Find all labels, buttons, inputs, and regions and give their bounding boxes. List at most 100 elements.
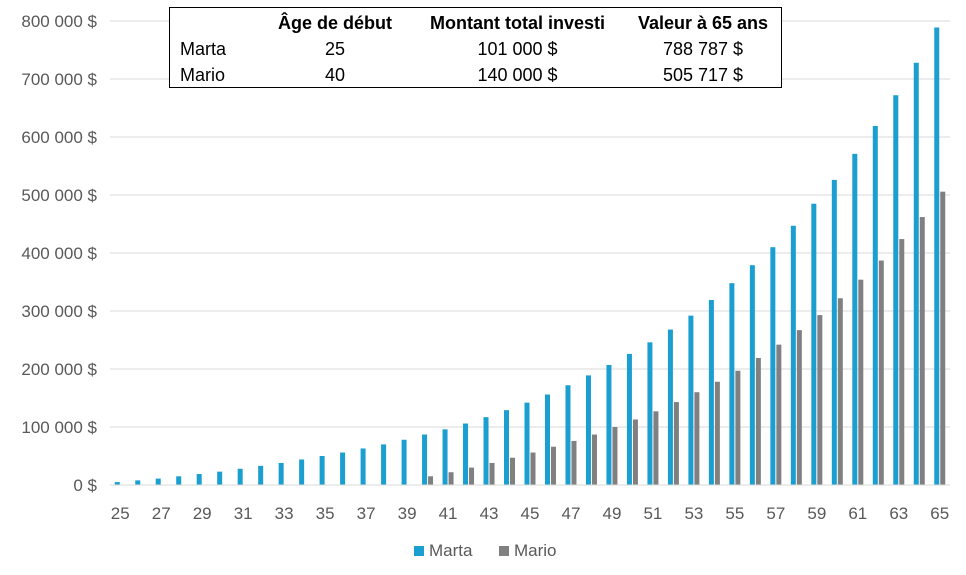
bar-mario [530,452,536,485]
bar-marta [299,459,305,485]
x-tick-label: 47 [562,504,581,523]
bar-mario [550,446,556,485]
summary-header-cell [170,10,260,36]
bar-marta [647,342,653,485]
y-tick-label: 400 000 $ [21,244,97,263]
summary-cell-total-invested: 140 000 $ [477,65,558,85]
y-tick-label: 100 000 $ [21,418,97,437]
x-tick-label: 33 [275,504,294,523]
y-axis-ticks: 0 $ 100 000 $ 200 000 $ 300 000 $ 400 000 $ 5… [21,12,97,495]
summary-cell-total-invested: 101 000 $ [477,39,558,59]
bar-marta [585,375,591,485]
y-tick-label: 800 000 $ [21,12,97,31]
bar-mario [878,260,884,485]
bar-marta [114,482,120,485]
bar-marta [381,444,387,485]
x-tick-label: 49 [602,504,621,523]
bar-marta [340,452,346,485]
bar-marta [217,471,223,485]
bar-marta [872,125,878,485]
bar-marta [790,225,796,486]
bar-mario [428,476,434,485]
bar-marta [688,315,694,485]
bar-marta [524,402,530,485]
x-tick-label: 43 [480,504,499,523]
x-tick-label: 57 [766,504,785,523]
x-axis-ticks: 25 27 29 31 33 35 37 39 41 43 45 47 49 51 53 55 57 59 61 63… [111,504,949,523]
bar-mario [571,440,577,485]
bar-mario [591,434,597,485]
x-tick-label: 37 [357,504,376,523]
bar-marta [729,283,735,485]
bar-mario [817,315,823,485]
bar-marta [483,417,489,485]
bar-marta [278,462,284,485]
summary-cell-start-age: 40 [324,65,346,85]
y-tick-label: 200 000 $ [21,360,97,379]
bar-mario [940,191,946,485]
bar-mario [919,217,925,486]
bar-marta [360,448,366,485]
x-tick-label: 35 [316,504,335,523]
legend-swatch-mario [499,546,509,556]
x-tick-label: 55 [725,504,744,523]
bar-marta [401,439,407,485]
bar-marta [544,394,550,485]
bars [114,27,946,486]
x-tick-label: 27 [152,504,171,523]
bar-mario [489,462,495,485]
bar-marta [196,473,202,485]
bar-mario [612,427,618,485]
bar-marta [770,247,776,485]
bar-mario [776,344,782,485]
x-tick-label: 41 [439,504,458,523]
x-tick-label: 45 [521,504,540,523]
summary-cell-start-age: 25 [324,39,346,59]
bar-mario [653,411,659,485]
x-tick-label: 53 [684,504,703,523]
bar-marta [442,429,448,485]
summary-cell-value-at-65: 788 787 $ [662,39,744,59]
y-tick-label: 0 $ [73,476,97,495]
summary-cell-name: Marta [180,39,227,59]
y-tick-label: 300 000 $ [21,302,97,321]
x-tick-label: 29 [193,504,212,523]
x-tick-label: 25 [111,504,130,523]
bar-marta [176,476,182,485]
summary-header-row: Âge de début Montant total investi Valeu… [170,10,781,36]
bar-mario [837,298,843,485]
summary-row-marta: Marta 25 101 000 $ 788 787 $ [170,36,781,62]
summary-header-cell: Âge de début [277,13,392,33]
bar-marta [811,203,817,485]
summary-table: Âge de début Montant total investi Valeu… [169,7,782,88]
bar-marta [708,299,714,485]
legend-label-marta: Marta [429,541,473,560]
bar-mario [858,279,864,485]
bar-marta [913,62,919,485]
x-tick-label: 65 [930,504,949,523]
bar-mario [755,357,761,485]
bar-mario [673,402,679,485]
bar-mario [796,330,802,485]
x-tick-label: 63 [889,504,908,523]
bar-marta [565,385,571,485]
bar-mario [469,467,475,485]
bar-mario [448,472,454,485]
x-tick-label: 31 [234,504,253,523]
bar-marta [893,95,899,486]
legend-label-mario: Mario [514,541,557,560]
bar-marta [504,410,510,485]
y-tick-label: 700 000 $ [21,70,97,89]
legend-swatch-marta [414,546,424,556]
bar-marta [606,364,612,485]
bar-marta [237,468,243,485]
x-tick-label: 39 [398,504,417,523]
bar-marta [135,480,141,485]
bar-marta [667,329,673,485]
summary-row-mario: Mario 40 140 000 $ 505 717 $ [170,62,781,88]
y-tick-label: 600 000 $ [21,128,97,147]
bar-mario [694,392,700,485]
bar-marta [831,179,837,486]
bar-marta [422,434,428,485]
